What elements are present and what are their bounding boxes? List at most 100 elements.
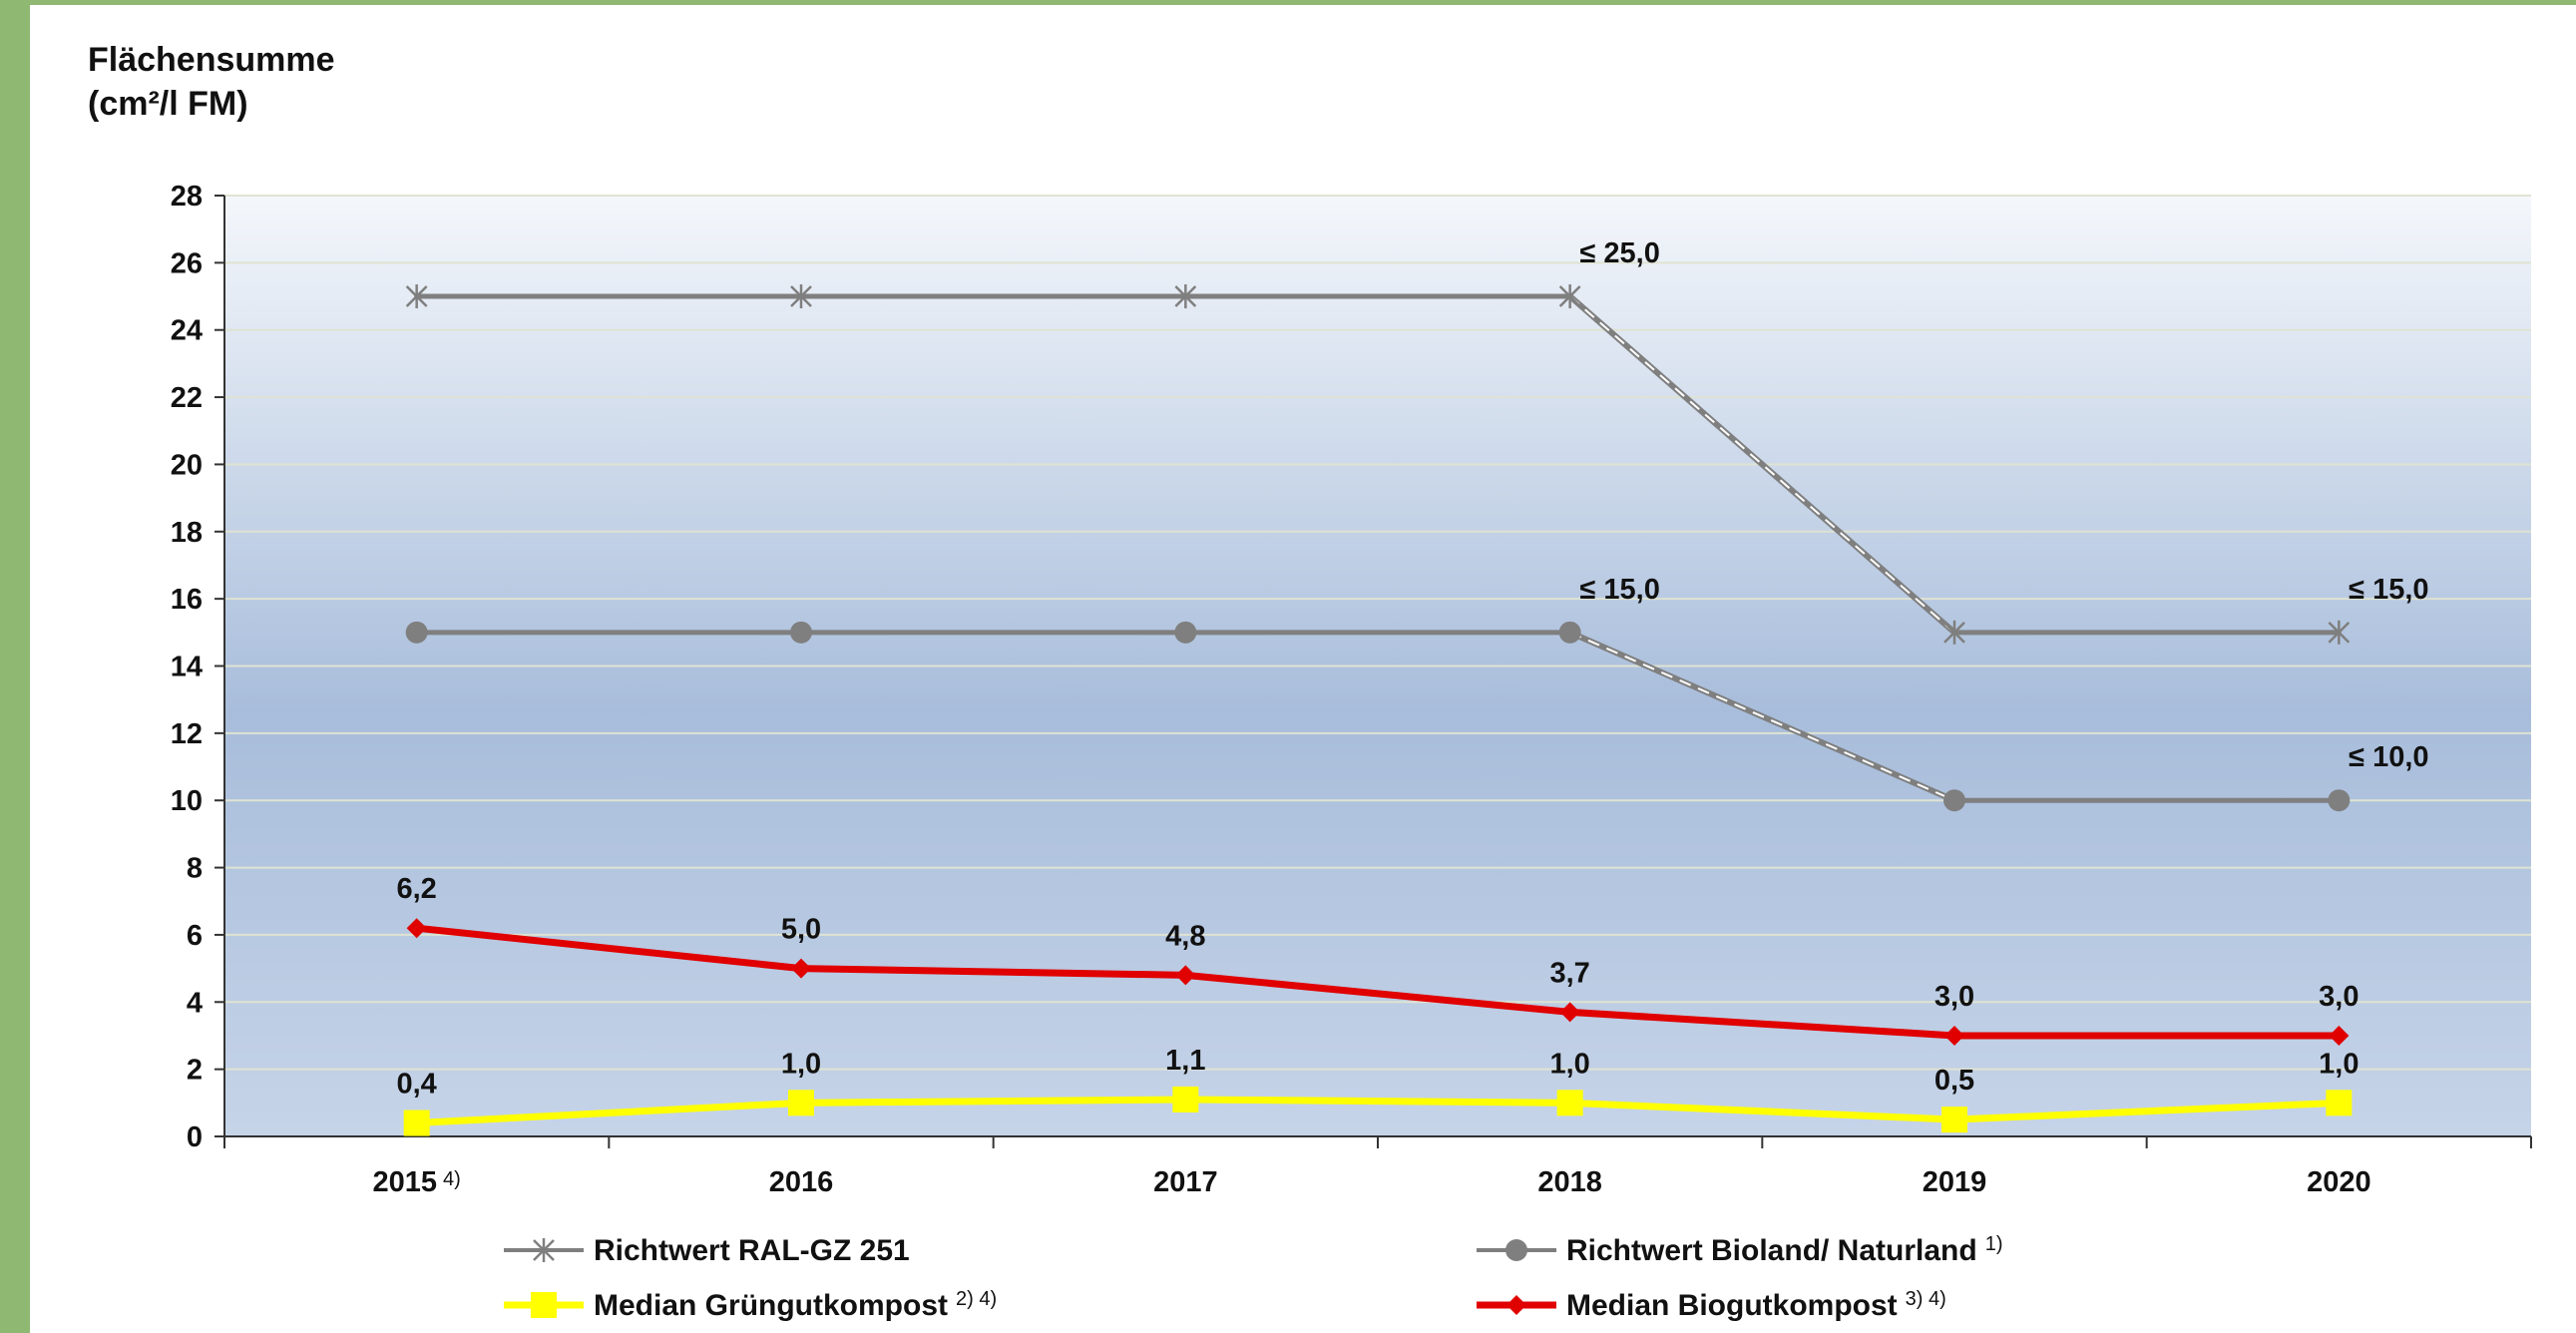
series-2-segment-4 <box>1950 1099 2343 1123</box>
data-label-s1-2019: 0,5 <box>1934 1065 1974 1097</box>
legend-marker-0 <box>533 1238 555 1262</box>
y-tick-label-8: 8 <box>187 853 203 885</box>
series-1-point-2016 <box>790 621 812 644</box>
series-2-point-2020 <box>2326 1090 2353 1116</box>
data-label-s1-2016: 1,0 <box>781 1048 821 1080</box>
series-2-point-2016 <box>788 1090 814 1116</box>
data-label-s0-2015: 6,2 <box>397 873 437 905</box>
data-label-s0-2016: 5,0 <box>781 914 821 946</box>
legend-item-3: Median Biogutkompost 3) 4) <box>1477 1288 1946 1322</box>
legend-note-1: 1) <box>1985 1233 2003 1255</box>
series-2-point-2015 <box>403 1110 430 1136</box>
legend-label-1: Richtwert Bioland/ Naturland 1) <box>1566 1233 2003 1267</box>
y-axis-label-line1: Flächensumme <box>88 41 335 79</box>
legend-item-1: Richtwert Bioland/ Naturland 1) <box>1477 1233 2003 1267</box>
series-3-point-2015 <box>406 918 427 939</box>
data-label-s0-2017: 4,8 <box>1165 920 1205 952</box>
data-label-s0-2019: 3,0 <box>1934 981 1974 1013</box>
y-tick-label-16: 16 <box>171 584 203 616</box>
series-1-point-2018 <box>1558 621 1581 644</box>
data-label-s1-2018: 1,0 <box>1550 1048 1590 1080</box>
y-tick-label-12: 12 <box>171 718 203 750</box>
series-1-point-2015 <box>405 621 428 644</box>
y-tick-label-14: 14 <box>171 652 203 683</box>
x-tick-note-2015: 4) <box>443 1168 461 1190</box>
x-tick-label-2018: 2018 <box>1537 1166 1602 1198</box>
data-label-s1-2015: 0,4 <box>397 1069 437 1101</box>
legend-marker-1 <box>1505 1239 1527 1261</box>
x-tick-label-2016: 2016 <box>769 1166 834 1198</box>
legend-note-2: 2) 4) <box>956 1288 997 1310</box>
legend-label-3: Median Biogutkompost 3) 4) <box>1566 1288 1946 1322</box>
series-2-segment-3 <box>1566 1099 1958 1123</box>
series-3-point-2016 <box>791 958 811 979</box>
data-label-s1-2017: 1,1 <box>1165 1045 1205 1077</box>
series-1-point-2020 <box>2328 789 2351 812</box>
series-3-segment-3 <box>1566 1008 1958 1040</box>
threshold-annotation-1: ≤ 15,0 <box>1579 574 1659 606</box>
data-label-s0-2018: 3,7 <box>1550 957 1590 989</box>
y-tick-label-2: 2 <box>187 1055 203 1087</box>
data-label-s1-2020: 1,0 <box>2319 1048 2359 1080</box>
series-1 <box>405 621 2351 812</box>
y-axis-label: Flächensumme (cm²/l FM) <box>88 38 335 126</box>
x-tick-labels: 2015 4) 2016 2017 2018 2019 2020 <box>373 1166 2371 1198</box>
series-2 <box>403 1086 2353 1136</box>
x-tick-label-2015: 2015 4) <box>373 1166 461 1198</box>
legend-note-3: 3) 4) <box>1906 1288 1946 1310</box>
y-tick-label-28: 28 <box>171 181 203 213</box>
y-tick-label-6: 6 <box>187 920 203 952</box>
series-0-segment-dash-3 <box>1569 295 1955 634</box>
series-3 <box>406 918 2350 1046</box>
legend-item-0: Richtwert RAL-GZ 251 <box>504 1234 910 1267</box>
threshold-annotation-2: ≤ 15,0 <box>2349 574 2428 606</box>
legend-item-2: Median Grüngutkompost 2) 4) <box>504 1288 997 1322</box>
series-0 <box>405 284 2351 645</box>
y-tick-label-18: 18 <box>171 517 203 549</box>
series-3-segment-2 <box>1181 971 1574 1016</box>
y-tick-label-22: 22 <box>171 382 203 414</box>
x-tick-label-2019: 2019 <box>1923 1166 1987 1198</box>
series-3-point-2018 <box>1559 1002 1580 1023</box>
page-frame-top <box>0 0 2576 5</box>
series-0-point-2020 <box>2328 620 2351 645</box>
legend-marker-3 <box>1506 1295 1526 1315</box>
y-tick-label-20: 20 <box>171 449 203 481</box>
series-2-segment-2 <box>1181 1096 1574 1107</box>
series-3-segment-1 <box>797 965 1189 979</box>
data-labels: 6,2 5,0 4,8 3,7 3,0 3,0 0,4 1,0 1,1 1,0 0,5 1,0 <box>397 873 2360 1100</box>
y-tick-label-10: 10 <box>171 785 203 817</box>
x-tick-label-2020: 2020 <box>2307 1166 2371 1198</box>
series-3-segment-0 <box>413 924 805 973</box>
series-2-point-2019 <box>1941 1107 1967 1133</box>
series-1-point-2019 <box>1943 789 1965 812</box>
y-tick-label-4: 4 <box>187 987 203 1019</box>
page-frame-left <box>0 0 30 1333</box>
series-3-point-2019 <box>1944 1025 1964 1046</box>
y-tick-label-26: 26 <box>171 247 203 279</box>
threshold-annotation-0: ≤ 25,0 <box>1579 237 1659 269</box>
series-0-point-2015 <box>405 284 428 309</box>
series-3-point-2017 <box>1175 965 1196 986</box>
legend-label-0: Richtwert RAL-GZ 251 <box>594 1234 910 1267</box>
series-2-point-2018 <box>1556 1090 1583 1116</box>
data-label-s0-2020: 3,0 <box>2319 981 2359 1013</box>
series-lines <box>403 284 2353 1136</box>
annotations: ≤ 25,0 ≤ 15,0 ≤ 15,0 ≤ 10,0 <box>1579 237 2428 773</box>
x-tick-label-2017: 2017 <box>1153 1166 1218 1198</box>
series-2-segment-0 <box>413 1099 805 1127</box>
legend: Richtwert RAL-GZ 251 Richtwert Bioland/ N… <box>504 1233 2003 1322</box>
threshold-annotation-3: ≤ 10,0 <box>2349 741 2428 773</box>
series-2-segment-1 <box>797 1096 1189 1107</box>
y-tick-label-24: 24 <box>171 315 203 347</box>
series-0-point-2019 <box>1943 620 1965 645</box>
series-2-point-2017 <box>1172 1086 1199 1112</box>
series-1-segment-dash-3 <box>1569 631 1955 802</box>
series-0-point-2018 <box>1558 284 1581 309</box>
series-1-point-2017 <box>1174 621 1197 644</box>
gridlines <box>224 195 2531 1071</box>
y-axis-label-line2: (cm²/l FM) <box>88 85 248 123</box>
legend-marker-2 <box>531 1292 557 1318</box>
